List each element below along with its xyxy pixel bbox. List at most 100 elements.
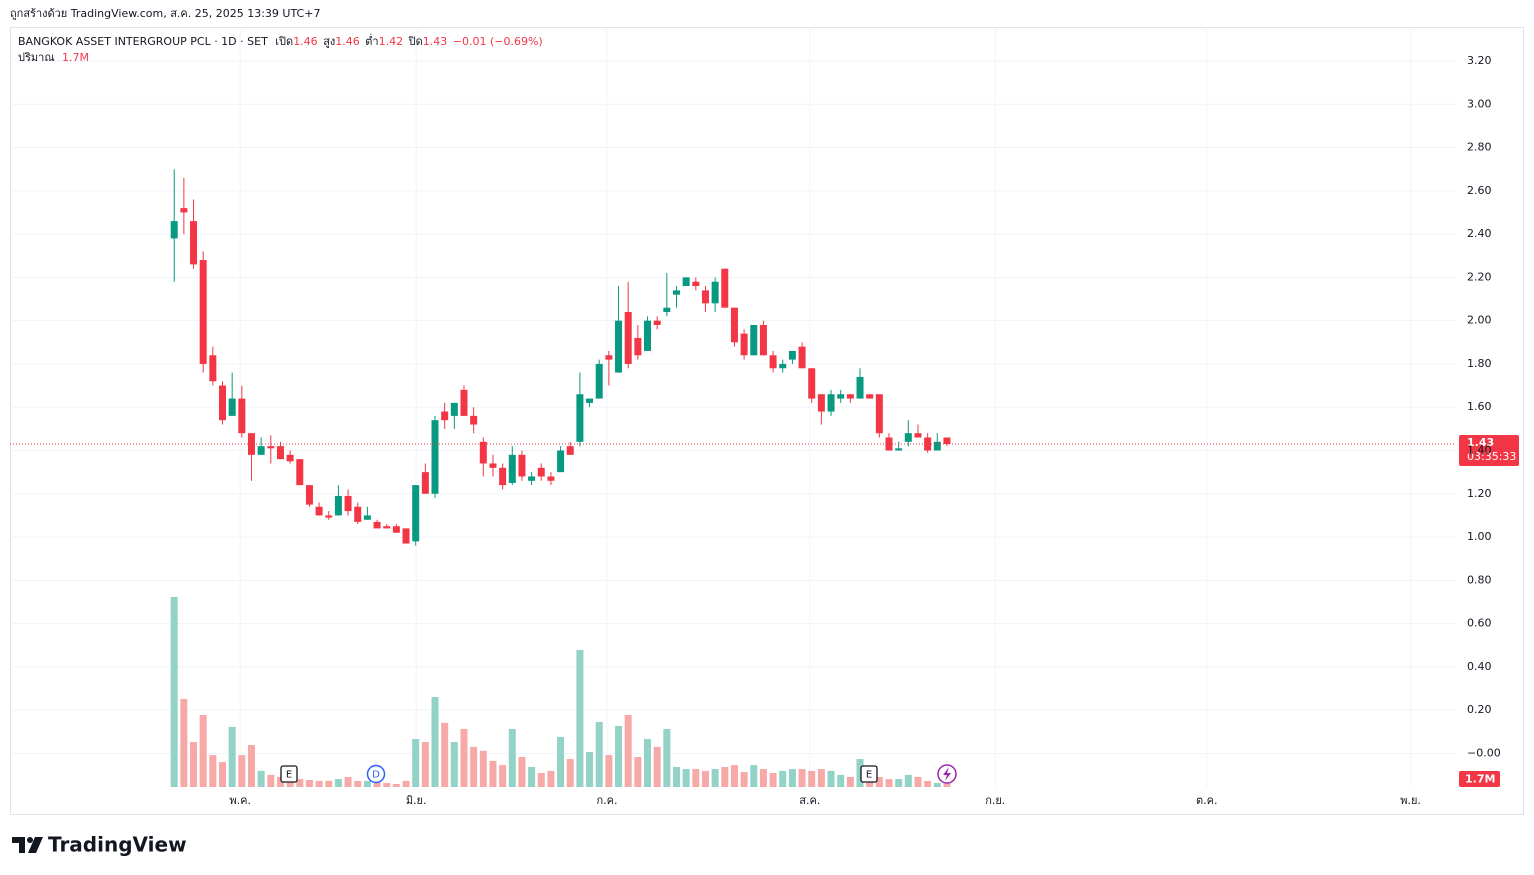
candle-body xyxy=(914,433,922,438)
candle-body xyxy=(682,277,690,287)
candle-body xyxy=(557,450,565,473)
logo-part xyxy=(27,837,33,843)
volume-bar xyxy=(315,780,323,787)
volume-legend-value: 1.7M xyxy=(62,51,89,64)
volume-bar xyxy=(276,776,284,787)
legend-title: BANGKOK ASSET INTERGROUP PCL · 1D · SET xyxy=(18,35,268,48)
legend-high-label: สูง xyxy=(323,35,335,48)
candle-body xyxy=(276,446,284,460)
candle-body xyxy=(875,394,883,434)
candle-body xyxy=(740,333,748,356)
candle-body xyxy=(412,485,420,542)
x-tick-label: พ.ย. xyxy=(1400,794,1421,807)
volume-bar xyxy=(412,738,420,787)
news-bolt xyxy=(943,767,951,781)
candle-body xyxy=(228,398,236,416)
y-tick-label: 0.40 xyxy=(1467,660,1492,673)
y-tick-label: −0.00 xyxy=(1467,746,1501,759)
volume-bar xyxy=(740,772,748,787)
candle-body xyxy=(296,459,304,486)
y-tick-label: 2.80 xyxy=(1467,141,1492,154)
y-tick-label: 1.40 xyxy=(1467,443,1492,456)
candle-body xyxy=(257,446,265,455)
volume-badge-bg xyxy=(1459,771,1500,787)
candle-body xyxy=(692,281,700,287)
volume-bar xyxy=(788,769,796,787)
candle-body xyxy=(199,260,207,364)
candle-body xyxy=(866,394,874,399)
candle-body xyxy=(846,394,854,399)
chart-frame xyxy=(10,27,1524,815)
volume-bar xyxy=(779,770,787,787)
volume-bar xyxy=(557,736,565,787)
legend-close-label: ปิด xyxy=(408,35,423,48)
event-markers: E D E xyxy=(280,764,957,784)
candle-body xyxy=(479,441,487,464)
volume-bar xyxy=(586,752,594,787)
volume-badge-text: 1.7M xyxy=(1465,773,1495,786)
volume-bar xyxy=(325,780,333,787)
volume-bar xyxy=(895,779,903,787)
y-tick-label: 3.00 xyxy=(1467,97,1492,110)
candle-body xyxy=(373,521,381,529)
candle-body xyxy=(644,320,652,351)
logo-part xyxy=(12,837,25,853)
candle-body xyxy=(624,312,632,364)
volume-bar xyxy=(228,726,236,787)
volume-bar xyxy=(470,746,478,787)
volume-bar xyxy=(431,697,439,787)
volume-bar xyxy=(219,762,227,787)
candle-body xyxy=(566,446,574,455)
grid xyxy=(10,27,1456,787)
volume-bar xyxy=(769,773,777,787)
earnings-icon[interactable] xyxy=(860,765,878,783)
candle-body xyxy=(190,221,198,265)
candle-body xyxy=(508,454,516,483)
candle-body xyxy=(817,394,825,412)
volume-bar xyxy=(499,765,507,787)
volume-bar xyxy=(450,742,458,787)
event-label: E xyxy=(866,770,872,781)
price-badge: 1.43 03:35:33 xyxy=(1459,435,1519,466)
candle-body xyxy=(595,363,603,399)
volume-bar xyxy=(508,728,516,787)
price-badge-bg xyxy=(1459,435,1519,466)
candle-body xyxy=(779,363,787,369)
candle-body xyxy=(402,528,410,544)
legend-open: 1.46 xyxy=(293,35,318,48)
candle-body xyxy=(750,324,758,356)
legend: BANGKOK ASSET INTERGROUP PCL · 1D · SET … xyxy=(18,33,543,48)
legend-close: 1.43 xyxy=(423,35,448,48)
candle-body xyxy=(576,394,584,442)
event-label: E xyxy=(286,770,292,781)
earnings-icon[interactable] xyxy=(280,765,298,783)
legend-low-label: ต่ำ xyxy=(365,33,378,48)
candle-body xyxy=(605,355,613,360)
watermark: ถูกสร้างด้วย TradingView.com, ส.ค. 25, 2… xyxy=(10,7,320,20)
candle-body xyxy=(209,355,217,382)
y-tick-label: 3.20 xyxy=(1467,54,1492,67)
volume-bar xyxy=(653,746,661,787)
candle-body xyxy=(730,307,738,343)
volume-bar xyxy=(460,728,468,787)
volume-bar xyxy=(518,756,526,787)
candle-body xyxy=(344,495,352,512)
y-tick-label: 2.40 xyxy=(1467,227,1492,240)
volume-bar xyxy=(711,769,719,787)
volume-bar xyxy=(644,738,652,787)
y-tick-label: 1.20 xyxy=(1467,487,1492,500)
candle-body xyxy=(470,415,478,425)
volume-bar xyxy=(837,774,845,787)
candle-body xyxy=(219,385,227,421)
dividend-icon[interactable] xyxy=(366,764,386,784)
candle-body xyxy=(325,515,333,518)
volume-bar xyxy=(885,779,893,787)
volume-bar xyxy=(808,770,816,787)
candle-body xyxy=(827,394,835,412)
volume-bar xyxy=(383,783,391,787)
candle-body xyxy=(837,394,845,399)
candle-body xyxy=(238,398,246,434)
volume-bar xyxy=(170,597,178,787)
y-tick-label: 1.60 xyxy=(1467,400,1492,413)
